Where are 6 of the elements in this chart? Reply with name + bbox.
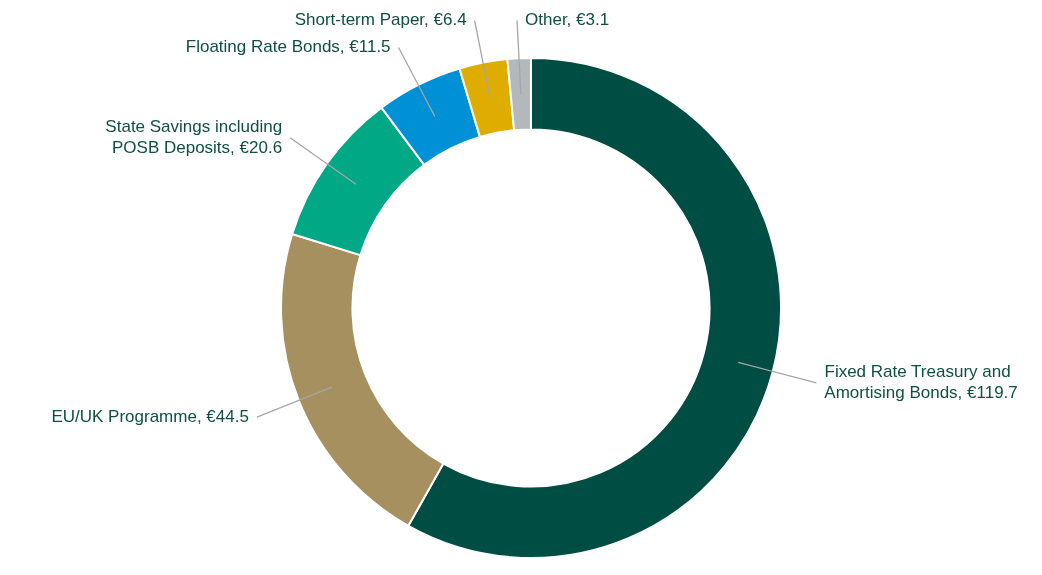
slice-label: Other, €3.1 — [525, 10, 610, 30]
slice-label: Short-term Paper, €6.4 — [294, 10, 467, 30]
slice-label: EU/UK Programme, €44.5 — [51, 406, 249, 426]
slice-label: Fixed Rate Treasury and Amortising Bonds, €119.7 — [824, 362, 1018, 403]
slice-label: State Savings including POSB Deposits, €20.6 — [105, 116, 283, 157]
slice-label: Floating Rate Bonds, €11.5 — [185, 37, 391, 57]
